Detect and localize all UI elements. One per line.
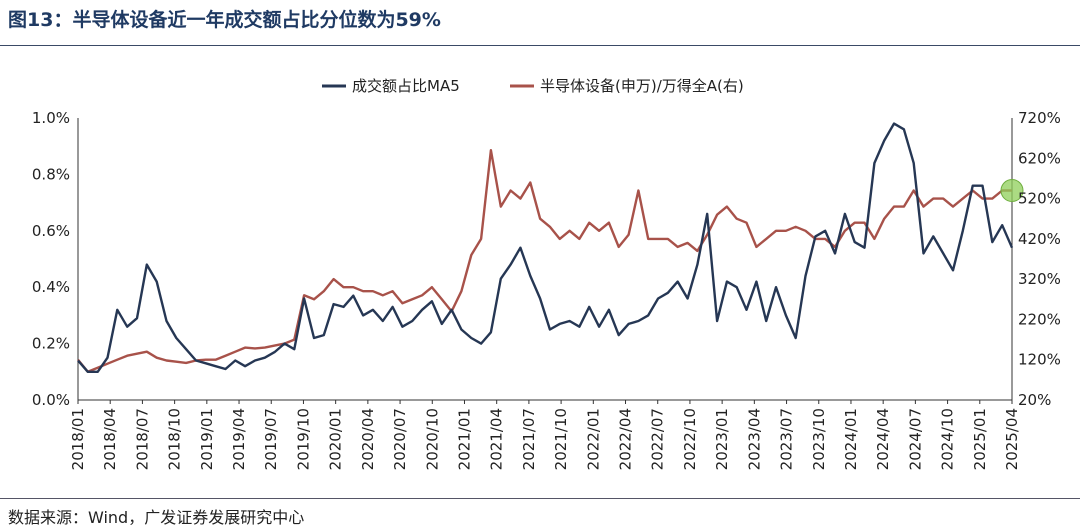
x-tick-label: 2025/01 [971,408,989,470]
x-tick-label: 2023/04 [745,408,763,470]
x-tick-label: 2023/10 [810,408,828,470]
right-tick-label: 120% [1018,351,1061,369]
right-tick-label: 20% [1018,391,1051,409]
x-tick-label: 2021/07 [520,408,538,470]
legend: 成交额占比MA5 半导体设备(申万)/万得全A(右) [322,77,744,95]
x-tick-label: 2018/10 [166,408,184,470]
x-tick-label: 2024/10 [939,408,957,470]
x-tick-label: 2025/04 [1003,408,1021,470]
left-tick-label: 1.0% [32,109,70,127]
x-tick-label: 2018/01 [69,408,87,470]
source-note: 数据来源：Wind，广发证券发展研究中心 [8,508,305,527]
chart-title: 图13：半导体设备近一年成交额占比分位数为59% [8,9,441,31]
bottom-rule [0,498,1080,499]
left-tick-label: 0.6% [32,222,70,240]
left-tick-label: 0.4% [32,278,70,296]
x-tick-label: 2018/04 [101,408,119,470]
x-tick-label: 2020/01 [327,408,345,470]
left-tick-label: 0.2% [32,335,70,353]
left-tick-label: 0.0% [32,391,70,409]
x-tick-label: 2019/04 [230,408,248,470]
x-tick-label: 2024/04 [874,408,892,470]
x-tick-label: 2023/07 [778,408,796,470]
x-axis-ticks: 2018/01 2018/04 2018/07 2018/10 2019/01 2019/… [69,400,1021,470]
x-tick-label: 2018/07 [133,408,151,470]
right-tick-label: 420% [1018,230,1061,248]
left-tick-label: 0.8% [32,165,70,183]
x-tick-label: 2019/01 [198,408,216,470]
top-rule [0,45,1080,46]
x-tick-label: 2022/01 [584,408,602,470]
right-tick-label: 720% [1018,109,1061,127]
x-tick-label: 2019/07 [262,408,280,470]
plot-frame [77,118,1013,401]
x-tick-label: 2022/07 [649,408,667,470]
chart: 0.0% 0.2% 0.4% 0.6% 0.8% 1.0% 20% 120% 220% 320%… [32,77,1061,470]
right-tick-label: 620% [1018,149,1061,167]
left-axis-ticks: 0.0% 0.2% 0.4% 0.6% 0.8% 1.0% [32,109,70,409]
x-tick-label: 2022/04 [617,408,635,470]
legend-label: 成交额占比MA5 [352,77,460,95]
right-axis-ticks: 20% 120% 220% 320% 420% 520% 620% 720% [1018,109,1061,409]
x-tick-label: 2019/10 [294,408,312,470]
x-tick-label: 2023/01 [713,408,731,470]
x-tick-label: 2020/07 [391,408,409,470]
right-tick-label: 320% [1018,270,1061,288]
x-tick-label: 2024/01 [842,408,860,470]
right-tick-label: 520% [1018,190,1061,208]
x-tick-label: 2021/04 [488,408,506,470]
series-line-relative-index [77,149,1012,373]
series-line-turnover-ratio [77,122,1014,373]
x-tick-label: 2020/10 [423,408,441,470]
legend-label: 半导体设备(申万)/万得全A(右) [540,77,744,95]
x-tick-label: 2020/04 [359,408,377,470]
x-tick-label: 2021/01 [455,408,473,470]
highlight-marker [1000,179,1024,203]
x-tick-label: 2021/10 [552,408,570,470]
x-tick-label: 2024/07 [906,408,924,470]
right-tick-label: 220% [1018,310,1061,328]
series-layer [77,122,1024,373]
x-tick-label: 2022/10 [681,408,699,470]
